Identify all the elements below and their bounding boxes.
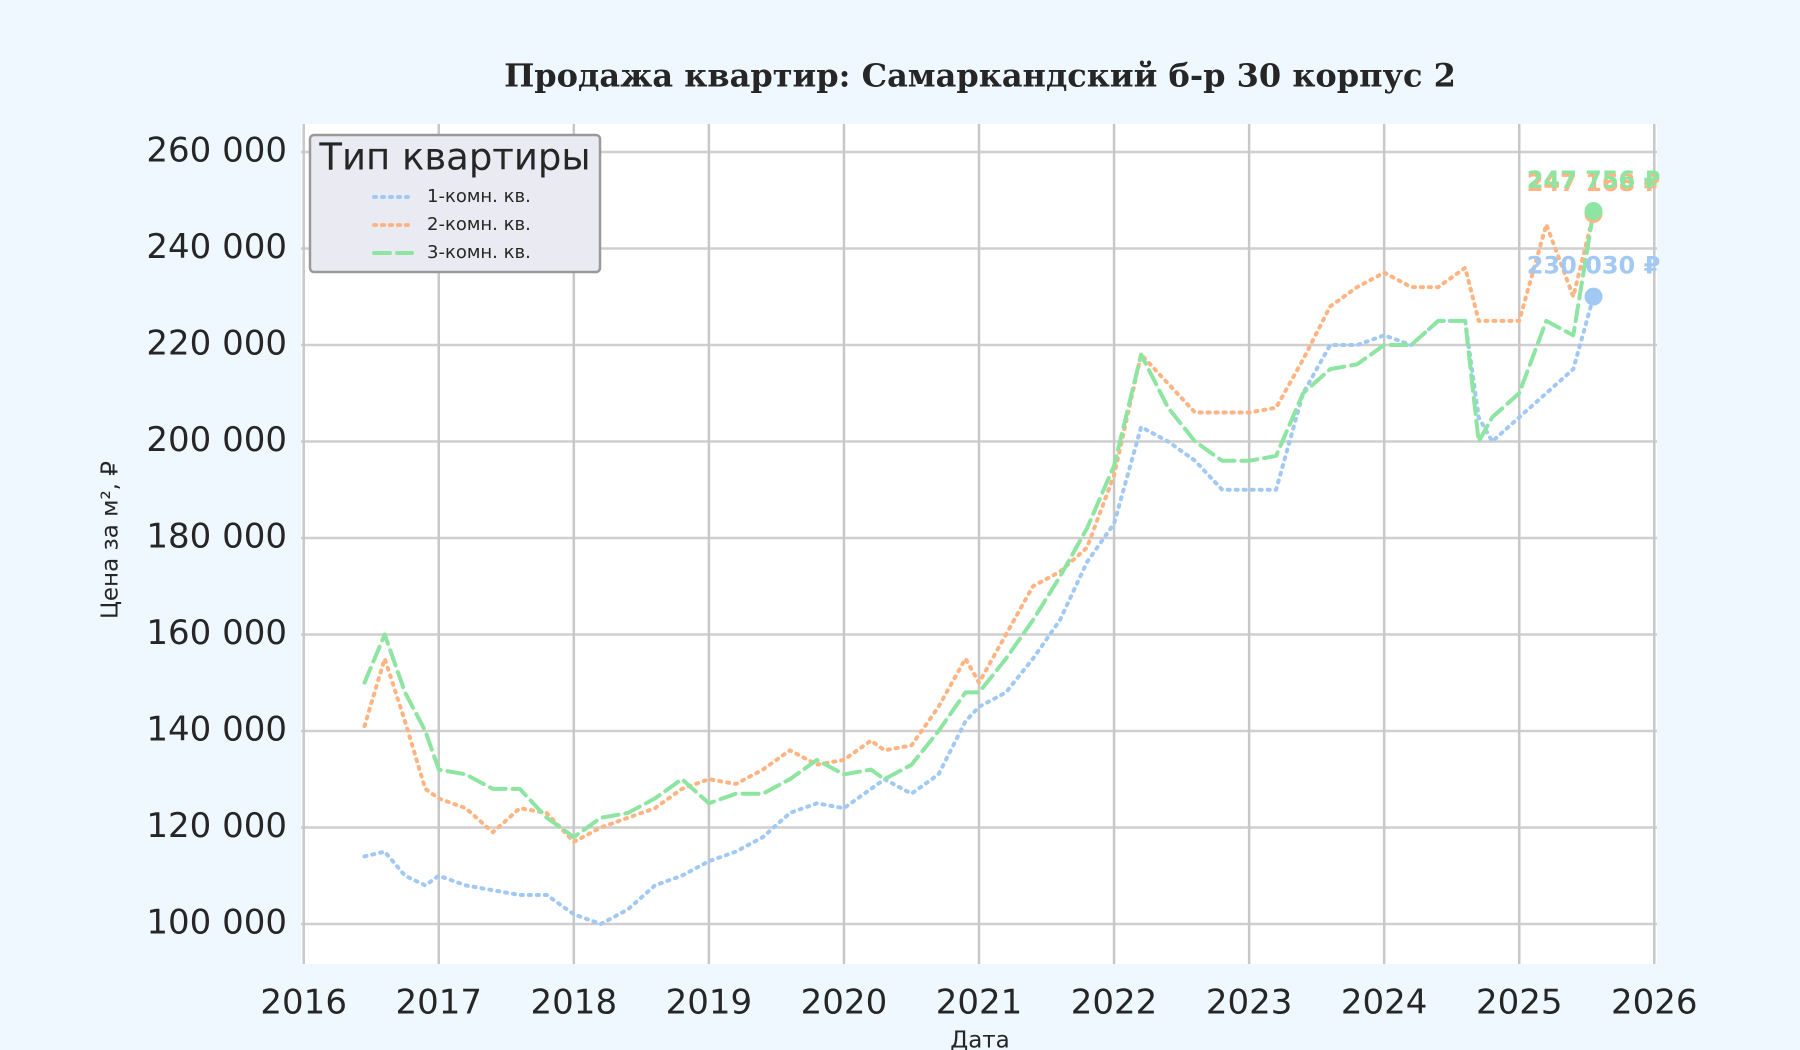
y-tick-label: 260 000 (146, 130, 287, 170)
legend-label: 3-комн. кв. (427, 242, 531, 263)
legend: Тип квартиры 1-комн. кв. 2-комн. кв. 3-комн… (308, 133, 602, 274)
chart-title: Продажа квартир: Самаркандский б-р 30 ко… (504, 57, 1456, 95)
series-line (362, 209, 1596, 840)
end-value-label: 247 168 ₽ (1527, 169, 1661, 197)
y-axis-label: Цена за м², ₽ (98, 461, 124, 619)
x-tick-label: 2017 (395, 983, 482, 1023)
end-value-label: 247 756 ₽ (1527, 166, 1661, 194)
end-marker (1584, 287, 1603, 306)
end-marker (1584, 202, 1603, 221)
legend-box (308, 133, 602, 274)
x-axis-label: Дата (950, 1028, 1010, 1050)
x-tick-label: 2018 (531, 983, 618, 1023)
y-tick-label: 200 000 (146, 420, 287, 460)
y-tick-label: 240 000 (146, 227, 287, 267)
x-tick-label: 2023 (1206, 983, 1293, 1023)
y-tick-label: 120 000 (146, 806, 287, 846)
x-tick-label: 2016 (260, 983, 347, 1023)
legend-label: 1-комн. кв. (427, 186, 531, 207)
lines (362, 202, 1603, 926)
y-tick-label: 220 000 (146, 323, 287, 363)
labels: 100 000 120 000 140 000 160 000 180 000 200 0… (146, 130, 1697, 1022)
x-tick-label: 2022 (1071, 983, 1158, 1023)
x-tick-label: 2024 (1341, 983, 1428, 1023)
y-tick-label: 180 000 (146, 516, 287, 556)
x-tick-label: 2026 (1611, 983, 1698, 1023)
y-tick-label: 100 000 (146, 902, 287, 942)
x-tick-label: 2021 (936, 983, 1023, 1023)
x-tick-label: 2025 (1476, 983, 1563, 1023)
series-line (362, 211, 1596, 844)
x-tick-label: 2019 (666, 983, 753, 1023)
y-tick-label: 160 000 (146, 613, 287, 653)
y-tick-label: 140 000 (146, 709, 287, 749)
legend-title: Тип квартиры (318, 136, 590, 179)
end-value-label: 230 030 ₽ (1527, 252, 1661, 280)
legend-label: 2-комн. кв. (427, 214, 531, 235)
x-tick-label: 2020 (801, 983, 888, 1023)
grid (301, 124, 1657, 964)
